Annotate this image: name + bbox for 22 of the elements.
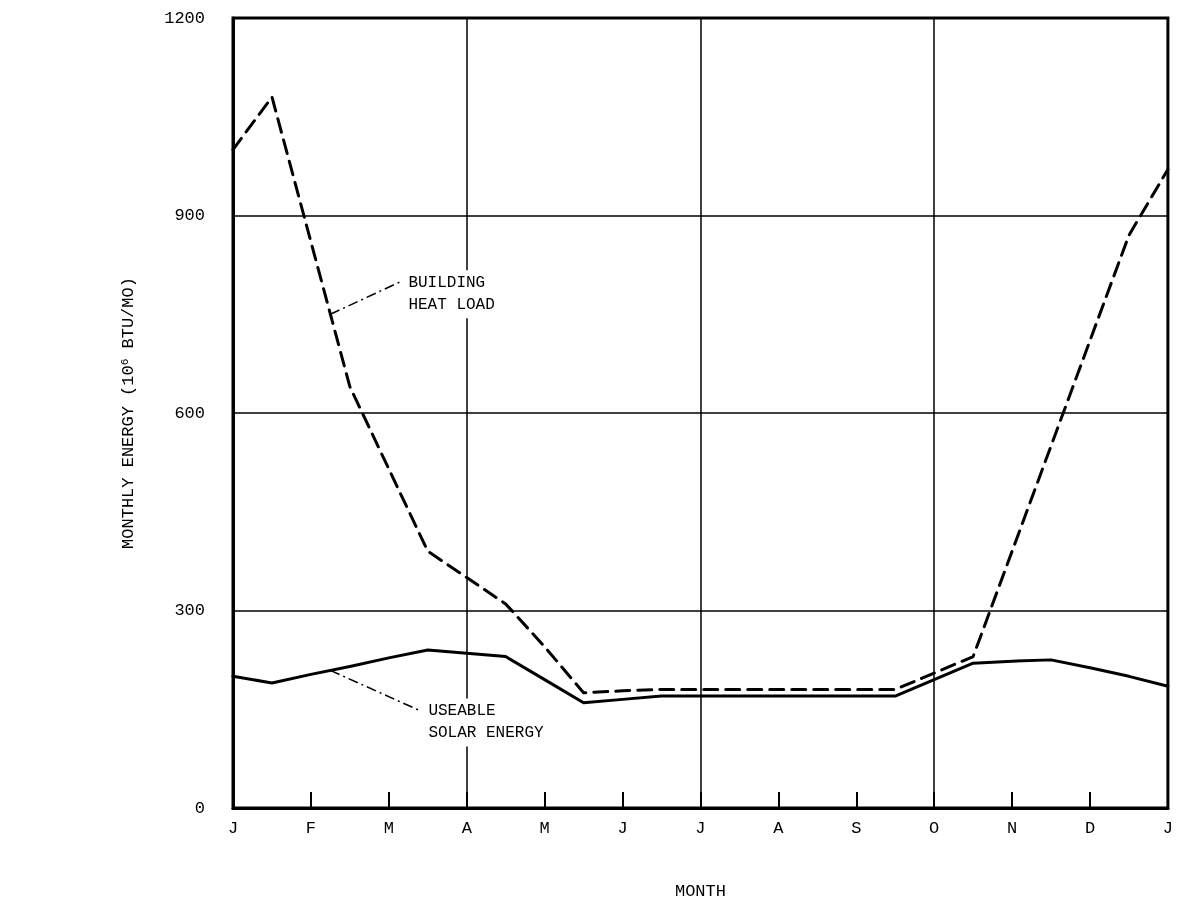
legend-label: BUILDING HEAT LOAD (408, 274, 495, 315)
y-tick-label: 300 (174, 601, 205, 620)
x-tick-label: M (539, 819, 550, 838)
y-tick-label: 0 (194, 798, 205, 818)
x-tick-label: O (929, 819, 940, 838)
x-tick-label: A (773, 819, 785, 838)
x-tick-label: N (1006, 819, 1018, 838)
x-tick-label: J (695, 819, 706, 838)
series-label: USEABLE SOLAR ENERGY (428, 702, 544, 743)
x-tick-label: J (1162, 819, 1173, 838)
x-tick-label: F (305, 819, 317, 838)
x-tick-label: A (461, 819, 473, 838)
x-tick-label: S (851, 819, 862, 838)
y-tick-label: 900 (174, 206, 205, 225)
x-axis-title: MONTH (674, 882, 726, 901)
x-tick-label: D (1084, 819, 1096, 838)
x-tick-label: J (227, 819, 239, 838)
y-tick-label: 1200 (164, 8, 205, 28)
x-tick-label: J (617, 819, 628, 838)
x-tick-label: M (383, 819, 394, 838)
y-tick-label: 600 (174, 403, 205, 423)
y-axis-title: MONTHLY ENERGY (106 BTU/MO) (118, 277, 138, 549)
